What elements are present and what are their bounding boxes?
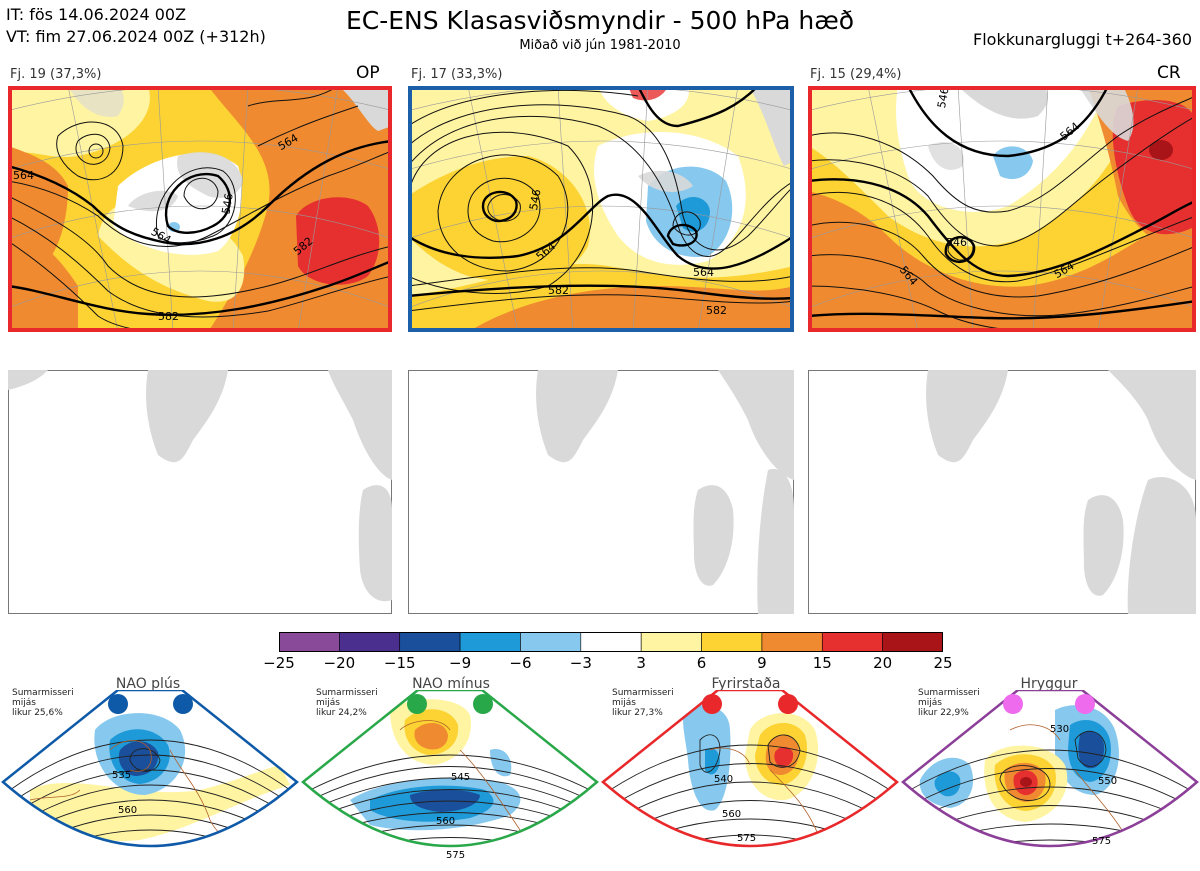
colorbar-tick-label: 25 [933, 654, 953, 672]
regime-1-map: 535 560 [1, 690, 299, 848]
contour-label: 545 [451, 772, 470, 783]
regime-4-title: Hryggur [1020, 676, 1078, 692]
contour-label: 582 [706, 304, 727, 317]
contour-label: 530 [1050, 724, 1069, 735]
regime-1-title: NAO plús [115, 676, 181, 692]
colorbar-tick-label: 9 [757, 654, 767, 672]
contour-label: 546 [935, 86, 951, 109]
contour-label: 560 [722, 809, 741, 820]
regime-2-note: Sumarmisseri mijás likur 24,2% [316, 688, 378, 718]
regime-2-map: 545 560 575 [301, 690, 599, 861]
colorbar-tick-label: 3 [636, 654, 646, 672]
cluster-1-tag: OP [356, 63, 380, 83]
colorbar-swatch [520, 632, 582, 652]
regime-4-marker [1075, 694, 1095, 714]
colorbar-tick-label: −20 [323, 654, 356, 672]
contour-label: 546 [219, 192, 235, 215]
cluster-2-label: Fj. 17 (33,3%) [411, 67, 503, 82]
cluster-1-label: Fj. 19 (37,3%) [10, 67, 102, 82]
regime-2-title: NAO mínus [412, 676, 490, 692]
cluster-1-border [8, 86, 392, 332]
colorbar-swatch [339, 632, 401, 652]
colorbar-tick-label: 15 [812, 654, 832, 672]
run-info: IT: fös 14.06.2024 00Z VT: fim 27.06.202… [6, 4, 266, 48]
colorbar-swatch [279, 632, 340, 652]
colorbar-tick-label: −25 [263, 654, 295, 672]
colorbar-tick-label: 6 [696, 654, 707, 672]
colorbar [279, 632, 943, 652]
colorbar-swatch [821, 632, 883, 652]
cluster-1-map: 564 546 564 582 564 582 [8, 86, 392, 332]
empty-map-3 [808, 370, 1196, 614]
regime-1-border [1, 690, 299, 848]
cluster-3-tag: CR [1157, 63, 1181, 83]
regime-2-marker [407, 694, 427, 714]
contour-label: 575 [737, 833, 756, 844]
colorbar-tick-label: −15 [383, 654, 416, 672]
contour-label: 575 [1092, 836, 1111, 847]
colorbar-tick-label: 20 [873, 654, 893, 672]
regime-1-marker [108, 694, 128, 714]
cluster-3-label: Fj. 15 (29,4%) [810, 67, 902, 82]
contour-label: 540 [714, 774, 733, 785]
clustering-window: Flokkunargluggi t+264-360 [973, 30, 1192, 49]
contour-label: 560 [118, 805, 137, 816]
regime-4-border [901, 690, 1199, 848]
page-subtitle: Miðað við jún 1981-2010 [519, 38, 681, 53]
contour-label: 564 [13, 169, 34, 182]
page-title: EC-ENS Klasasviðsmyndir - 500 hPa hæð [345, 6, 855, 35]
regime-1-marker [173, 694, 193, 714]
colorbar-swatch [580, 632, 642, 652]
regime-4-marker [1003, 694, 1023, 714]
empty-map-1 [8, 370, 392, 614]
regime-2-marker [473, 694, 493, 714]
colorbar-swatch [761, 632, 823, 652]
contour-label: 582 [158, 310, 179, 323]
cluster-2-border [408, 86, 794, 332]
colorbar-tick-label: −9 [449, 654, 472, 672]
colorbar-tick-label: −3 [569, 654, 592, 672]
regime-3-title: Fyrirstaða [711, 676, 781, 692]
colorbar-swatch [459, 632, 521, 652]
contour-label: 560 [436, 816, 455, 827]
regime-3-border [601, 690, 899, 848]
contour-label: 535 [112, 770, 131, 781]
regime-3-marker [778, 694, 798, 714]
regime-4-note: Sumarmisseri mijás likur 22,9% [918, 688, 980, 718]
cluster-3-map: 546 564 546 564 564 [808, 86, 1196, 332]
valid-time: VT: fim 27.06.2024 00Z (+312h) [6, 27, 266, 46]
contour-label: 564 [693, 266, 714, 279]
cluster-2-map: 546 564 582 564 582 [408, 86, 794, 332]
colorbar-swatch [640, 632, 702, 652]
regime-3-note: Sumarmisseri mijás likur 27,3% [612, 688, 674, 718]
contour-label: 546 [946, 236, 967, 249]
contour-label: 582 [548, 284, 569, 297]
regime-3-map: 540 560 575 [601, 690, 899, 848]
colorbar-tick-label: −6 [509, 654, 532, 672]
regime-2-border [301, 690, 599, 848]
contour-label: 575 [446, 850, 465, 861]
colorbar-swatch [701, 632, 763, 652]
colorbar-swatch [882, 632, 943, 652]
init-time: IT: fös 14.06.2024 00Z [6, 5, 187, 24]
regime-1-note: Sumarmisseri mijás likur 25,6% [12, 688, 74, 718]
regime-4-map: 530 550 575 [901, 690, 1199, 848]
cluster-3-border [808, 86, 1196, 332]
colorbar-swatch [399, 632, 461, 652]
regime-3-marker [702, 694, 722, 714]
empty-map-2 [408, 370, 794, 614]
contour-label: 550 [1098, 776, 1117, 787]
contour-label: 546 [527, 188, 543, 211]
